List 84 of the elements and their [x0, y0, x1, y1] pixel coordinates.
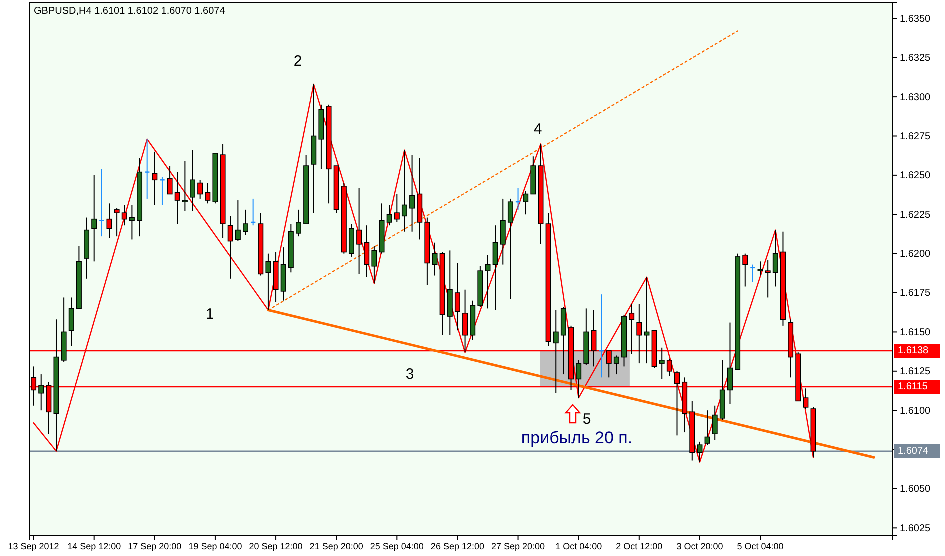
annotation: 2: [294, 52, 302, 70]
y-tick-label: 1.6200: [900, 249, 932, 260]
candlestick: [68, 297, 74, 347]
annotation: 4: [534, 120, 542, 138]
candlestick: [386, 204, 392, 226]
candlestick: [228, 216, 234, 280]
candlestick: [190, 150, 196, 212]
ref-line-label: 1.6074: [898, 446, 930, 457]
y-tick-label: 1.6250: [900, 170, 932, 182]
candlestick: [666, 358, 672, 377]
candlestick: [129, 204, 135, 240]
ref-line-label: 1.6115: [898, 382, 928, 393]
x-tick-label: 25 Sep 04:00: [370, 541, 424, 552]
annotation: 5: [582, 410, 592, 428]
candlestick: [92, 174, 98, 262]
candlestick: [727, 322, 733, 405]
candlestick: [394, 194, 400, 223]
candlestick: [758, 261, 764, 276]
annotation: 3: [406, 366, 414, 383]
candlestick: [174, 172, 180, 225]
candlestick: [356, 187, 362, 275]
candlestick: [144, 138, 150, 200]
x-tick-label: 26 Sep 12:00: [430, 541, 484, 552]
y-tick-label: 1.6125: [900, 366, 932, 378]
x-tick-label: 3 Oct 20:00: [676, 541, 724, 552]
candlestick: [432, 242, 438, 276]
y-tick-label: 1.6100: [900, 406, 932, 417]
candlestick: [364, 225, 370, 278]
candlestick: [765, 260, 771, 298]
x-tick-label: 20 Sep 12:00: [249, 541, 303, 552]
candlestick: [114, 208, 120, 238]
candlestick: [553, 310, 559, 394]
candlestick: [235, 200, 241, 242]
candlestick: [198, 180, 204, 200]
candlestick: [266, 253, 272, 311]
candlestick: [712, 405, 718, 441]
candlestick: [372, 245, 378, 284]
candlestick: [167, 166, 173, 195]
x-tick-label: 1 Oct 04:00: [556, 541, 602, 552]
annotation: прибыль 20 п.: [521, 428, 633, 448]
y-tick-label: 1.6275: [900, 131, 932, 142]
y-tick-label: 1.6050: [900, 484, 932, 496]
candlestick: [508, 198, 514, 300]
y-tick-label: 1.6325: [900, 53, 932, 64]
candlestick: [106, 203, 112, 239]
candlestick: [659, 347, 665, 380]
y-tick-label: 1.6175: [900, 288, 932, 300]
ref-line-label: 1.6138: [898, 346, 930, 357]
candlestick: [523, 190, 529, 216]
y-tick-label: 1.6300: [900, 92, 932, 104]
candlestick: [152, 151, 158, 206]
chart-title: GBPUSD,H4 1.6101 1.6102 1.6070 1.6074: [34, 6, 226, 17]
candlestick: [454, 262, 460, 332]
candlestick: [243, 209, 248, 236]
candlestick: [576, 360, 582, 399]
candlestick: [492, 225, 498, 311]
x-tick-label: 27 Sep 20:00: [491, 541, 546, 552]
candlestick: [182, 160, 188, 212]
x-tick-label: 21 Sep 20:00: [310, 541, 364, 552]
candlestick: [402, 150, 408, 232]
candlestick: [614, 355, 620, 376]
candlestick: [742, 253, 748, 288]
candlestick: [644, 276, 650, 364]
candlestick: [38, 374, 44, 412]
y-tick-label: 1.6025: [900, 523, 932, 534]
candlestick: [410, 154, 416, 232]
candlestick: [697, 441, 703, 463]
x-tick-label: 5 Oct 04:00: [737, 541, 784, 552]
candlestick: [704, 410, 710, 446]
x-tick-label: 2 Oct 12:00: [616, 541, 663, 552]
x-tick-label: 19 Sep 04:00: [188, 541, 242, 552]
annotation: 1: [206, 306, 214, 323]
x-tick-label: 14 Sep 12:00: [68, 541, 122, 552]
y-tick-label: 1.6150: [900, 327, 932, 338]
candlestick: [772, 230, 778, 288]
y-tick-label: 1.6225: [900, 210, 932, 221]
x-tick-label: 17 Sep 20:00: [128, 541, 182, 552]
candlestick: [296, 209, 302, 238]
candlestick: [500, 198, 506, 266]
x-tick-label: 13 Sep 2012: [8, 541, 60, 552]
y-tick-label: 1.6350: [900, 14, 932, 25]
candlestick: [122, 204, 128, 226]
candlestick: [205, 182, 211, 204]
candlestick: [485, 254, 491, 310]
